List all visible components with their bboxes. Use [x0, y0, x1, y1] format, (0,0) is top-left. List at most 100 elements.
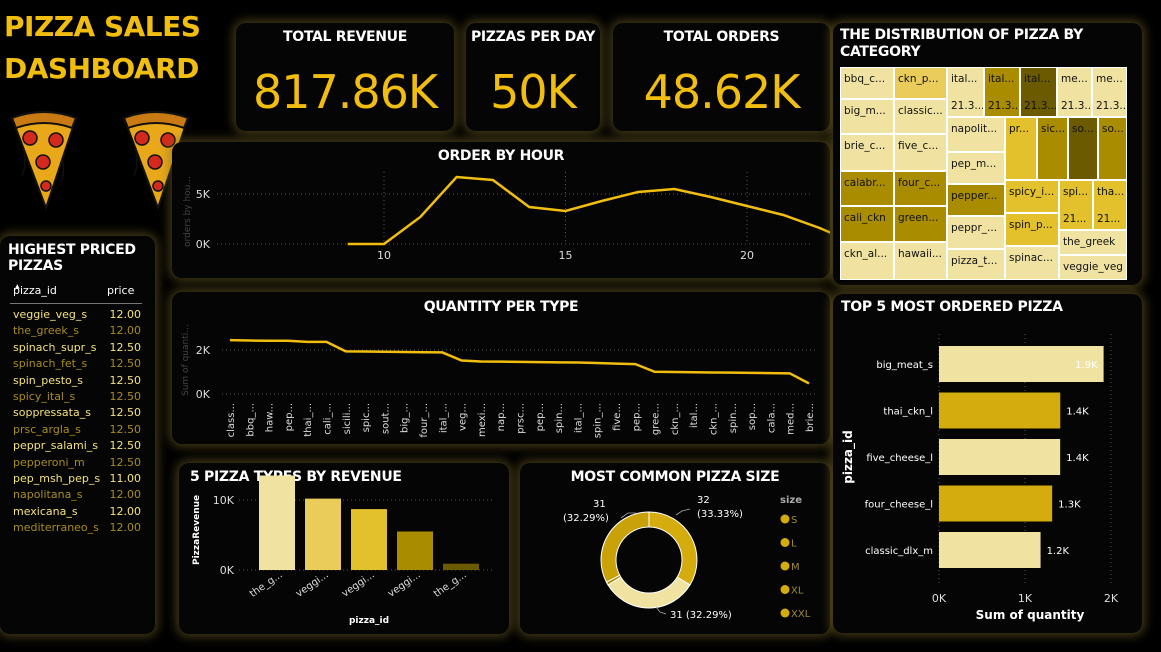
- table-row[interactable]: peppr_salami_s 12.50: [13, 439, 141, 455]
- quantity-per-type-panel[interactable]: QUANTITY PER TYPE 0K 2K Sum of quanti... cl…: [172, 292, 830, 444]
- chevron-up-icon[interactable]: ▲: [15, 283, 20, 290]
- bar[interactable]: [443, 563, 479, 570]
- kpi-total-revenue[interactable]: TOTAL REVENUE 817.86K: [236, 23, 454, 131]
- treemap-cell-label: ital...: [1024, 73, 1051, 85]
- treemap-cell[interactable]: spin_p...: [1005, 213, 1059, 246]
- table-row[interactable]: the_greek_s 12.00: [13, 324, 141, 340]
- legend-marker[interactable]: [780, 538, 790, 547]
- treemap-cell[interactable]: napolit...: [947, 117, 1005, 152]
- column-header-pizza-id[interactable]: pizza_id: [13, 284, 57, 297]
- x-tick-label: 0K: [932, 592, 947, 605]
- table-row[interactable]: spinach_fet_s 12.50: [13, 357, 141, 373]
- bar[interactable]: [259, 475, 295, 571]
- treemap-cell[interactable]: big_m...: [840, 99, 894, 134]
- legend-label[interactable]: XXL: [791, 609, 811, 620]
- category-treemap-panel[interactable]: THE DISTRIBUTION OF PIZZA BY CATEGORY bb…: [833, 23, 1142, 285]
- pie-slice[interactable]: [648, 511, 698, 586]
- treemap-cell[interactable]: hawaii...: [894, 242, 947, 280]
- treemap-cell[interactable]: ckn_al...: [840, 242, 894, 280]
- treemap-cell[interactable]: me... 21.3...: [1092, 67, 1127, 117]
- x-tick-label: ckn_...: [670, 403, 681, 435]
- table-row[interactable]: mediterraneo_s 12.00: [13, 521, 141, 537]
- treemap-cell[interactable]: tha... 21...: [1093, 180, 1127, 230]
- pizza-size-panel[interactable]: MOST COMMON PIZZA SIZE 31 (32.29%) 32 (33.3…: [520, 463, 830, 634]
- top5-panel[interactable]: TOP 5 MOST ORDERED PIZZA 0K 1K 2K Sum of qu…: [833, 294, 1142, 633]
- bar[interactable]: [939, 346, 1104, 382]
- treemap-cell[interactable]: spi... 21...: [1059, 180, 1093, 230]
- bar[interactable]: [939, 439, 1061, 475]
- legend-title: size: [780, 495, 802, 506]
- table-row[interactable]: spinach_supr_s 12.50: [13, 341, 141, 357]
- legend-label[interactable]: L: [791, 539, 797, 550]
- x-tick-label: ital_...: [438, 403, 449, 433]
- legend-label[interactable]: S: [791, 515, 797, 526]
- legend-marker[interactable]: [780, 514, 790, 524]
- bar[interactable]: [351, 509, 387, 570]
- treemap-cell[interactable]: veggie_veg: [1059, 255, 1127, 280]
- treemap-cell[interactable]: ital... 21.3...: [947, 67, 984, 117]
- treemap-cell[interactable]: so...: [1068, 117, 1098, 180]
- data-label: 1.4K: [1066, 407, 1089, 418]
- treemap-cell[interactable]: peppr_...: [947, 216, 1005, 249]
- bar[interactable]: [939, 485, 1053, 522]
- cell-pizza-id: peppr_salami_s: [13, 439, 99, 453]
- order-by-hour-panel[interactable]: ORDER BY HOUR 10 15 20 0K 5K orders by hou...: [172, 142, 830, 278]
- legend-label[interactable]: M: [791, 562, 800, 573]
- treemap-cell[interactable]: so...: [1098, 117, 1127, 180]
- highest-priced-panel[interactable]: HIGHEST PRICED PIZZAS ▲ pizza_id price v…: [0, 236, 155, 634]
- treemap-cell[interactable]: pep_m...: [947, 152, 1005, 184]
- treemap-cell[interactable]: five_c...: [894, 134, 947, 171]
- table-row[interactable]: prsc_argla_s 12.50: [13, 423, 141, 439]
- treemap-cell[interactable]: green...: [894, 206, 947, 242]
- table-row[interactable]: mexicana_s 12.00: [13, 505, 141, 521]
- table-row[interactable]: soppressata_s 12.50: [13, 406, 141, 422]
- legend-label[interactable]: XL: [791, 586, 804, 597]
- treemap-cell[interactable]: four_c...: [894, 171, 947, 206]
- treemap-cell-value: 21.3...: [1096, 100, 1127, 112]
- kpi-pizzas-per-day[interactable]: PIZZAS PER DAY 50K: [466, 23, 600, 131]
- treemap-cell-label: napolit...: [951, 123, 998, 135]
- bar[interactable]: [397, 531, 433, 571]
- treemap-cell[interactable]: brie_c...: [840, 134, 894, 171]
- legend-marker[interactable]: [780, 585, 790, 594]
- cell-price: 12.50: [109, 373, 142, 387]
- pie-slice[interactable]: [607, 576, 691, 609]
- x-tick-label: sop...: [747, 403, 758, 430]
- pie-slice[interactable]: [600, 511, 650, 583]
- treemap-cell[interactable]: spicy_i...: [1005, 180, 1059, 213]
- treemap-cell[interactable]: bbq_c...: [840, 67, 894, 99]
- table-row[interactable]: spin_pesto_s 12.50: [13, 374, 141, 390]
- legend-marker[interactable]: [780, 608, 790, 618]
- table-row[interactable]: spicy_ital_s 12.50: [13, 390, 141, 406]
- table-row[interactable]: napolitana_s 12.00: [13, 488, 141, 504]
- x-tick-label: ital_...: [573, 403, 584, 433]
- bar[interactable]: [305, 498, 341, 570]
- table-row[interactable]: pep_msh_pep_s 11.00: [13, 472, 141, 488]
- table-row[interactable]: veggie_veg_s 12.00: [13, 308, 141, 324]
- treemap-cell[interactable]: ckn_p...: [894, 67, 947, 99]
- bar[interactable]: [939, 392, 1061, 429]
- treemap-cell[interactable]: pizza_t...: [947, 249, 1005, 280]
- kpi-label: TOTAL ORDERS: [663, 29, 780, 45]
- revenue-types-panel[interactable]: 5 PIZZA TYPES BY REVENUE 0K 10K PizzaReven…: [179, 463, 509, 634]
- treemap-cell[interactable]: cali_ckn: [840, 206, 894, 242]
- kpi-total-orders[interactable]: TOTAL ORDERS 48.62K: [613, 23, 830, 131]
- treemap-cell[interactable]: pepper...: [947, 184, 1005, 216]
- treemap-cell[interactable]: ital... 21.3...: [1020, 67, 1057, 117]
- treemap-cell[interactable]: the_greek: [1059, 230, 1127, 255]
- bar[interactable]: [939, 532, 1041, 568]
- legend-marker[interactable]: [780, 561, 790, 571]
- column-header-price[interactable]: price: [107, 284, 135, 297]
- treemap-cell[interactable]: sic...: [1037, 117, 1068, 180]
- treemap-cell[interactable]: calabr...: [840, 171, 894, 206]
- pizza-slice-icon: [122, 111, 190, 211]
- kpi-value: 48.62K: [643, 65, 801, 119]
- treemap: bbq_c... ckn_p... big_m... classic... brie_c…: [840, 67, 1127, 280]
- treemap-cell[interactable]: classic...: [894, 99, 947, 134]
- table-row[interactable]: pepperoni_m 12.50: [13, 456, 141, 472]
- treemap-cell[interactable]: ital... 21.3...: [984, 67, 1020, 117]
- treemap-cell[interactable]: me... 21.3...: [1057, 67, 1092, 117]
- treemap-cell[interactable]: pr...: [1005, 117, 1037, 180]
- treemap-cell[interactable]: spinac...: [1005, 246, 1059, 280]
